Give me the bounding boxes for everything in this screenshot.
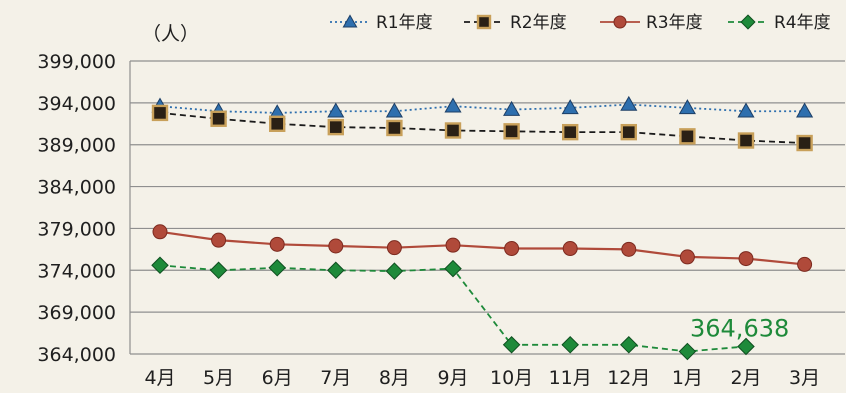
legend-label: R3年度 [646, 13, 703, 33]
data-point [386, 240, 402, 256]
data-point [620, 123, 637, 141]
y-tick-label: 374,000 [37, 260, 116, 282]
x-tick-label: 11月 [549, 367, 592, 389]
legend-marker [342, 14, 358, 28]
x-tick-label: 1月 [672, 367, 703, 389]
x-tick-label: 5月 [203, 367, 234, 389]
legend-marker [613, 15, 627, 29]
y-tick-label: 364,000 [37, 344, 116, 366]
series-line [159, 264, 747, 353]
x-tick-label: 9月 [437, 367, 468, 389]
data-point [621, 241, 637, 257]
data-point [679, 249, 695, 265]
data-point [679, 128, 696, 145]
data-point [327, 261, 345, 280]
data-point [678, 342, 697, 361]
data-point [210, 110, 227, 127]
data-point [211, 232, 227, 248]
data-point [209, 261, 228, 280]
data-point [444, 97, 462, 113]
y-tick-label: 369,000 [37, 302, 116, 324]
data-point [152, 224, 168, 240]
data-point [562, 123, 579, 141]
x-tick-label: 2月 [730, 367, 761, 389]
x-tick-label: 4月 [144, 367, 175, 389]
data-point [385, 262, 404, 280]
data-point [620, 336, 638, 354]
x-tick-label: 6月 [262, 367, 293, 389]
data-point [385, 102, 403, 118]
data-point [737, 337, 755, 356]
data-point [386, 119, 403, 137]
legend-label: R2年度 [510, 13, 567, 33]
grid [129, 60, 845, 355]
data-point [504, 241, 520, 257]
y-tick-label: 384,000 [37, 177, 116, 199]
legend-marker [476, 14, 492, 30]
y-tick-label: 379,000 [37, 218, 116, 240]
data-point [737, 102, 755, 118]
data-point [503, 100, 521, 116]
data-point [796, 102, 814, 118]
x-tick-label: 8月 [379, 367, 410, 389]
data-point [445, 237, 461, 253]
data-point [678, 99, 696, 115]
y-tick-label: 394,000 [37, 93, 116, 115]
y-axis-unit-label: （人） [142, 23, 199, 45]
series-line [159, 103, 805, 114]
data-point [269, 236, 285, 252]
x-tick-label: 3月 [789, 367, 820, 389]
legend-label: R1年度 [376, 13, 433, 33]
data-point [269, 115, 286, 132]
data-point [444, 259, 462, 278]
data-point [737, 132, 755, 149]
data-point [151, 104, 169, 122]
data-point [620, 95, 638, 111]
data-point [503, 123, 520, 140]
x-tick-label: 7月 [320, 367, 351, 389]
y-axis-ticks: 364,000 369,000 374,000 379,000 384,000 389,0… [37, 51, 116, 366]
x-tick-label: 12月 [607, 367, 650, 389]
data-point [327, 102, 345, 118]
y-tick-label: 399,000 [37, 51, 116, 73]
data-point [268, 259, 286, 277]
data-point [796, 134, 813, 152]
data-point [327, 118, 344, 136]
data-point [502, 336, 521, 354]
x-axis-ticks: 4月 5月 6月 7月 8月 9月 10月 11月 12月 1月 2月 3月 [144, 367, 820, 389]
data-annotation: 364,638 [690, 314, 789, 342]
data-point [797, 256, 813, 272]
legend-label: R4年度 [774, 13, 831, 33]
data-point [444, 122, 462, 139]
x-tick-label: 10月 [490, 367, 533, 389]
y-tick-label: 389,000 [37, 135, 116, 157]
data-point [561, 336, 579, 354]
data-point [328, 238, 344, 254]
data-point [561, 99, 579, 115]
legend-marker [740, 14, 756, 30]
series-line [159, 112, 805, 144]
data-point [738, 251, 754, 267]
data-point [151, 256, 169, 275]
data-point [562, 241, 578, 257]
series-markers [151, 95, 814, 361]
series-line [159, 230, 805, 266]
legend: R1年度 R2年度 R3年度 R4年度 [330, 13, 831, 33]
